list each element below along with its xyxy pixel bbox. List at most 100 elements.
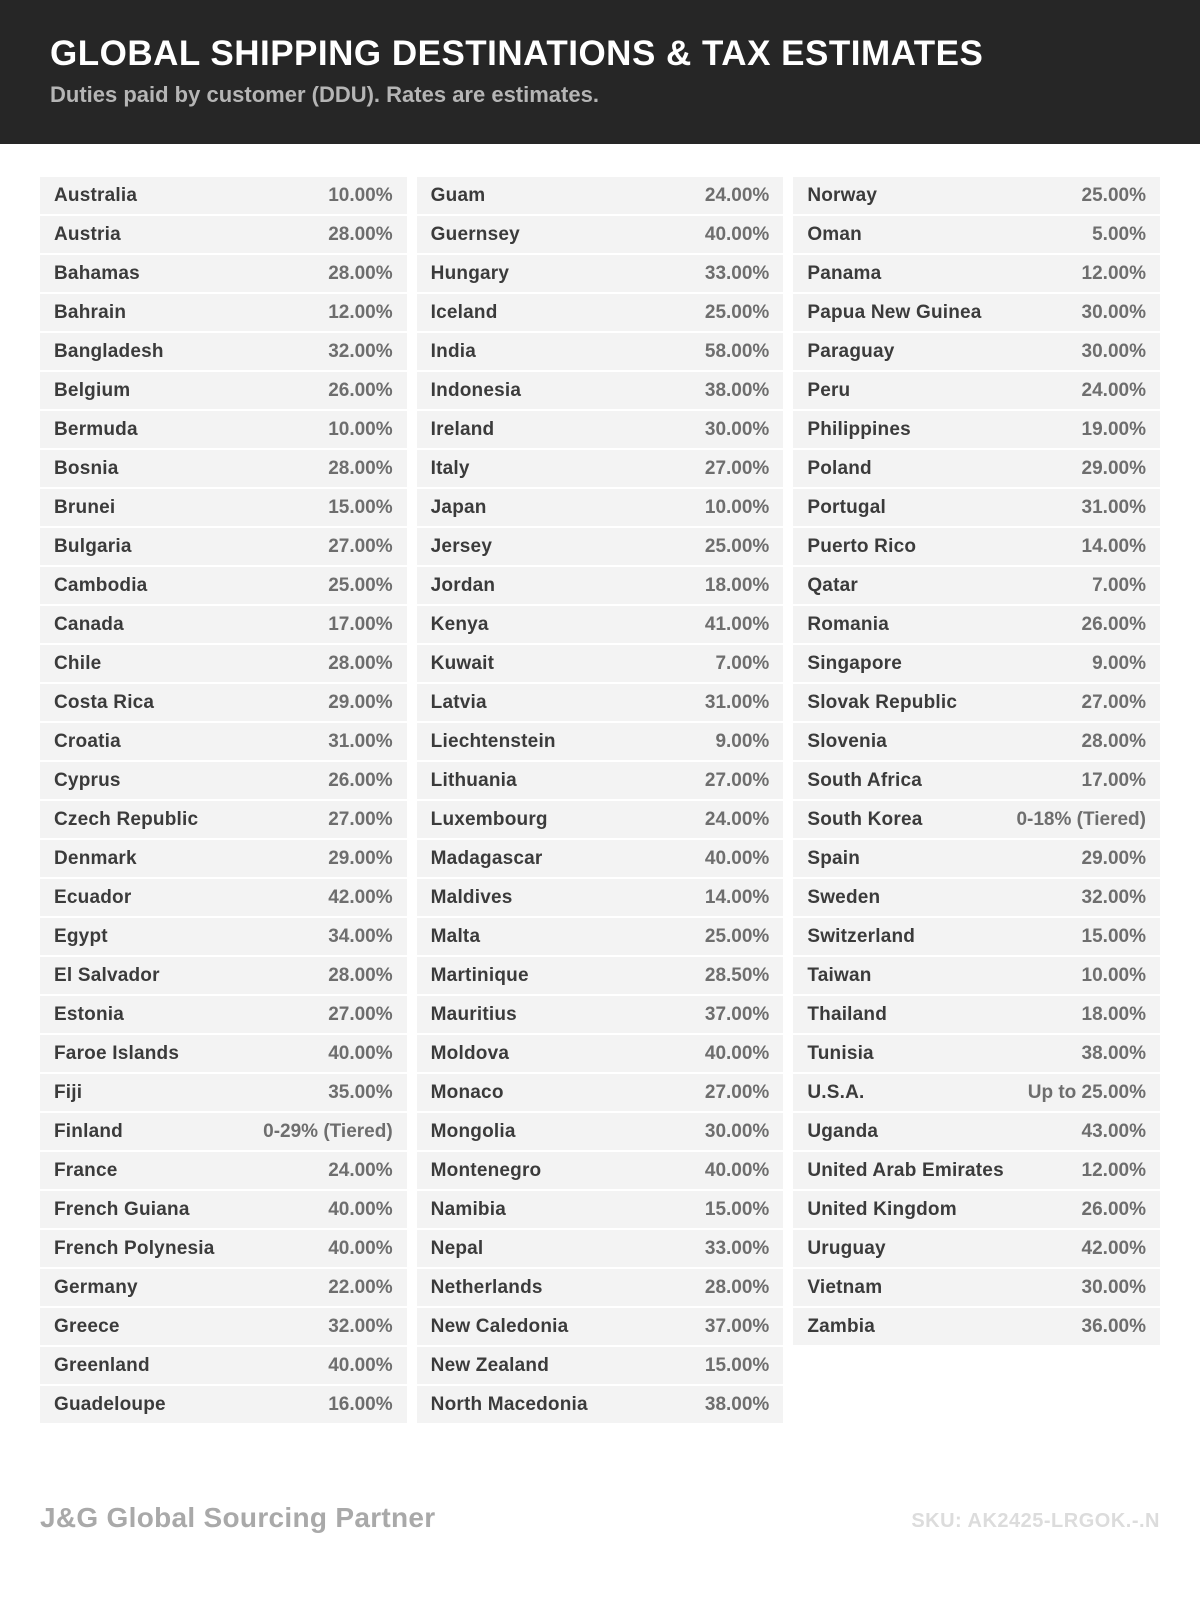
country-name: Uruguay <box>807 1237 886 1259</box>
country-name: Puerto Rico <box>807 535 917 557</box>
tax-rate-value: 30.00% <box>704 418 770 440</box>
table-row: French Polynesia 40.00% <box>40 1230 407 1267</box>
tax-rate-value: 7.00% <box>715 652 770 674</box>
table-row: Zambia 36.00% <box>793 1308 1160 1345</box>
table-row: Bahrain 12.00% <box>40 294 407 331</box>
table-row: Hungary 33.00% <box>416 255 784 292</box>
tax-rate-value: 24.00% <box>704 184 770 206</box>
tax-rate-value: 22.00% <box>328 1276 393 1298</box>
tax-rate-value: 26.00% <box>1081 613 1146 635</box>
country-name: India <box>430 340 476 362</box>
table-row: South Korea 0-18% (Tiered) <box>793 801 1160 838</box>
tax-rate-value: 40.00% <box>328 1198 393 1220</box>
country-name: Peru <box>807 379 851 401</box>
country-name: Hungary <box>430 262 510 284</box>
country-name: Australia <box>54 184 138 206</box>
tax-rate-value: 7.00% <box>1092 574 1146 596</box>
country-name: Iceland <box>430 301 498 323</box>
table-row: Uganda 43.00% <box>793 1113 1160 1150</box>
country-name: Croatia <box>54 730 121 752</box>
tax-rate-value: 37.00% <box>704 1003 770 1025</box>
country-name: Chile <box>54 652 102 674</box>
table-row: Guernsey 40.00% <box>416 216 784 253</box>
table-row: Oman 5.00% <box>793 216 1160 253</box>
table-row: Uruguay 42.00% <box>793 1230 1160 1267</box>
country-name: Kuwait <box>430 652 495 674</box>
tax-rate-value: 9.00% <box>1092 652 1146 674</box>
tax-rate-value: 30.00% <box>1081 301 1146 323</box>
tax-rate-value: 28.00% <box>704 1276 770 1298</box>
table-row: Netherlands 28.00% <box>416 1269 784 1306</box>
tax-rate-value: 0-29% (Tiered) <box>263 1120 393 1142</box>
country-name: Belgium <box>54 379 131 401</box>
country-name: French Polynesia <box>54 1237 215 1259</box>
country-name: Moldova <box>430 1042 510 1064</box>
country-name: Luxembourg <box>430 808 548 830</box>
country-name: Sweden <box>807 886 881 908</box>
country-name: Faroe Islands <box>54 1042 180 1064</box>
country-name: New Caledonia <box>430 1315 569 1337</box>
tax-rate-value: 10.00% <box>328 418 393 440</box>
table-row: Kuwait 7.00% <box>416 645 784 682</box>
country-name: United Arab Emirates <box>807 1159 1004 1181</box>
table-row: Chile 28.00% <box>40 645 407 682</box>
country-name: Norway <box>807 184 878 206</box>
tax-rate-value: 25.00% <box>704 535 770 557</box>
tax-rate-value: 18.00% <box>1081 1003 1146 1025</box>
table-row: Tunisia 38.00% <box>793 1035 1160 1072</box>
table-row: El Salvador 28.00% <box>40 957 407 994</box>
table-row: Japan 10.00% <box>416 489 784 526</box>
country-name: Fiji <box>54 1081 83 1103</box>
table-row: New Zealand 15.00% <box>416 1347 784 1384</box>
tax-rate-value: 31.00% <box>704 691 770 713</box>
tax-rate-value: 15.00% <box>1081 925 1146 947</box>
table-row: Canada 17.00% <box>40 606 407 643</box>
country-name: Greenland <box>54 1354 150 1376</box>
tax-rate-value: 25.00% <box>328 574 393 596</box>
table-row: Slovak Republic 27.00% <box>793 684 1160 721</box>
tax-rate-table: Australia 10.00% Austria 28.00% Bahamas 28.00… <box>40 177 1160 1425</box>
table-row: Mongolia 30.00% <box>416 1113 784 1150</box>
country-name: Bosnia <box>54 457 119 479</box>
table-row: Faroe Islands 40.00% <box>40 1035 407 1072</box>
tax-rate-value: 29.00% <box>1081 457 1146 479</box>
tax-rate-value: 42.00% <box>1081 1237 1146 1259</box>
country-name: Zambia <box>807 1315 876 1337</box>
sku-label: SKU: AK2425-LRGOK.-.N <box>911 1510 1160 1532</box>
table-row: Fiji 35.00% <box>40 1074 407 1111</box>
country-name: Denmark <box>54 847 137 869</box>
tax-rate-value: 15.00% <box>328 496 393 518</box>
country-name: Jersey <box>430 535 493 557</box>
tax-rate-value: 28.00% <box>328 652 393 674</box>
table-row: Portugal 31.00% <box>793 489 1160 526</box>
country-name: Tunisia <box>807 1042 874 1064</box>
tax-rate-value: 36.00% <box>1081 1315 1146 1337</box>
country-name: Philippines <box>807 418 911 440</box>
tax-rate-value: 33.00% <box>704 262 770 284</box>
table-row: Papua New Guinea 30.00% <box>793 294 1160 331</box>
tax-rate-value: 26.00% <box>328 769 393 791</box>
country-name: North Macedonia <box>430 1393 588 1415</box>
table-row: Italy 27.00% <box>416 450 784 487</box>
tax-rate-value: 19.00% <box>1081 418 1146 440</box>
table-row: Spain 29.00% <box>793 840 1160 877</box>
table-row: Jordan 18.00% <box>416 567 784 604</box>
table-row: Paraguay 30.00% <box>793 333 1160 370</box>
country-name: Vietnam <box>807 1276 883 1298</box>
country-name: Monaco <box>430 1081 504 1103</box>
footer: J&G Global Sourcing Partner SKU: AK2425-… <box>40 1502 1160 1534</box>
country-name: Mauritius <box>430 1003 517 1025</box>
country-name: Mongolia <box>430 1120 516 1142</box>
table-row: France 24.00% <box>40 1152 407 1189</box>
table-row: Brunei 15.00% <box>40 489 407 526</box>
tax-rate-value: 14.00% <box>1081 535 1146 557</box>
tax-rate-value: 18.00% <box>704 574 770 596</box>
tax-rate-value: 10.00% <box>328 184 393 206</box>
tax-rate-value: 28.00% <box>328 964 393 986</box>
country-name: Guam <box>430 184 486 206</box>
tax-rate-value: 37.00% <box>704 1315 770 1337</box>
tax-rate-value: 58.00% <box>704 340 770 362</box>
table-row: Mauritius 37.00% <box>416 996 784 1033</box>
table-row: Cyprus 26.00% <box>40 762 407 799</box>
